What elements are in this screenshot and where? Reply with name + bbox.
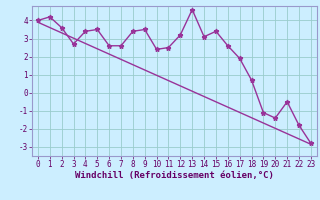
X-axis label: Windchill (Refroidissement éolien,°C): Windchill (Refroidissement éolien,°C) [75, 171, 274, 180]
